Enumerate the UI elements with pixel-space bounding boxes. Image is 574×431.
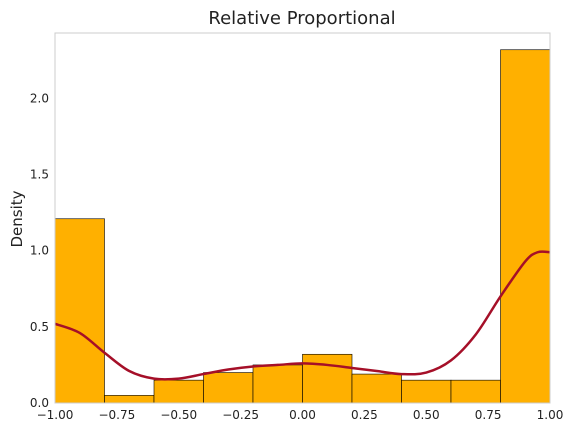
x-tick-label: 0.50 [413,408,440,422]
x-tick-label: 0.75 [475,408,502,422]
y-tick-label: 1.0 [30,244,49,258]
y-tick-label: 0.5 [30,320,49,334]
histogram-bar [54,218,105,404]
x-tick-label: −0.25 [222,408,259,422]
x-tick-label: −1.00 [37,408,74,422]
x-tick-label: 0.00 [289,408,316,422]
x-axis-ticks: −1.00 −0.75 −0.50 −0.25 0.00 0.25 0.50 0.75 1.00 [37,408,564,422]
y-tick-label: 0.0 [30,396,49,410]
histogram-bar [203,372,254,404]
histogram-bar [500,49,551,404]
histogram-bar [450,379,501,404]
y-axis-label: Density [8,190,26,247]
y-tick-label: 2.0 [30,91,49,105]
x-tick-label: 1.00 [537,408,564,422]
plot-area-frame [54,32,551,404]
x-tick-label: −0.50 [160,408,197,422]
y-axis-ticks: 0.0 0.5 1.0 1.5 2.0 [30,91,49,410]
histogram-bar [252,364,303,404]
histogram-bar [104,395,155,404]
histogram-bar [401,379,452,404]
histogram-bar [351,373,402,404]
histogram-bar [302,353,353,404]
kde-curve [54,250,551,381]
x-tick-label: −0.75 [98,408,135,422]
histogram-bar [153,379,204,404]
x-tick-label: 0.25 [351,408,378,422]
y-tick-label: 1.5 [30,168,49,182]
histogram-bars [54,49,551,404]
chart-title: Relative Proportional [208,8,395,29]
